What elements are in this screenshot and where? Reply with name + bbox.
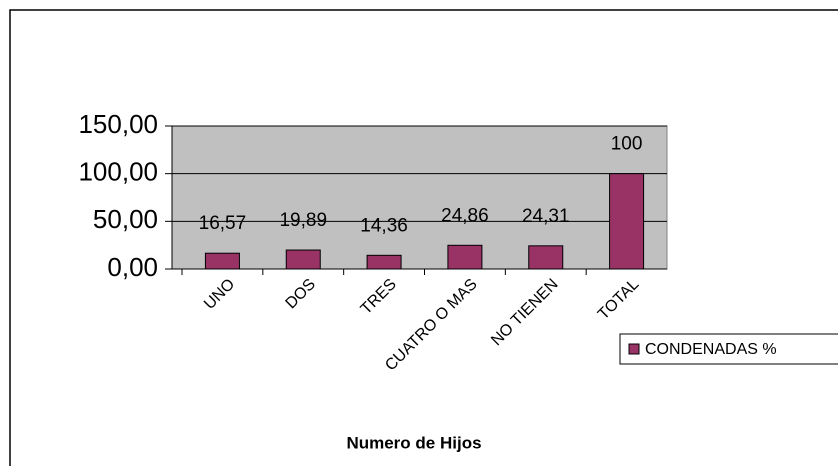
y-tick-label: 0,00 xyxy=(107,252,158,282)
data-label: 100 xyxy=(611,134,643,155)
bar xyxy=(447,244,483,270)
plot-area xyxy=(171,125,668,270)
y-tick-label: 150,00 xyxy=(78,109,158,139)
data-label: 14,36 xyxy=(360,215,408,236)
bar xyxy=(528,245,564,270)
legend-label: CONDENADAS % xyxy=(645,341,777,358)
legend-swatch xyxy=(628,343,640,355)
bar xyxy=(204,252,240,270)
x-axis-title: Numero de Hijos xyxy=(346,433,481,452)
data-label: 24,86 xyxy=(441,205,489,226)
y-tick-label: 50,00 xyxy=(93,204,158,234)
legend-box xyxy=(619,333,838,365)
data-label: 16,57 xyxy=(199,213,247,234)
bar xyxy=(285,249,321,270)
y-tick-label: 100,00 xyxy=(78,157,158,187)
data-label: 19,89 xyxy=(279,210,327,231)
bar xyxy=(609,173,645,270)
data-label: 24,31 xyxy=(522,206,570,227)
bar xyxy=(366,254,402,270)
